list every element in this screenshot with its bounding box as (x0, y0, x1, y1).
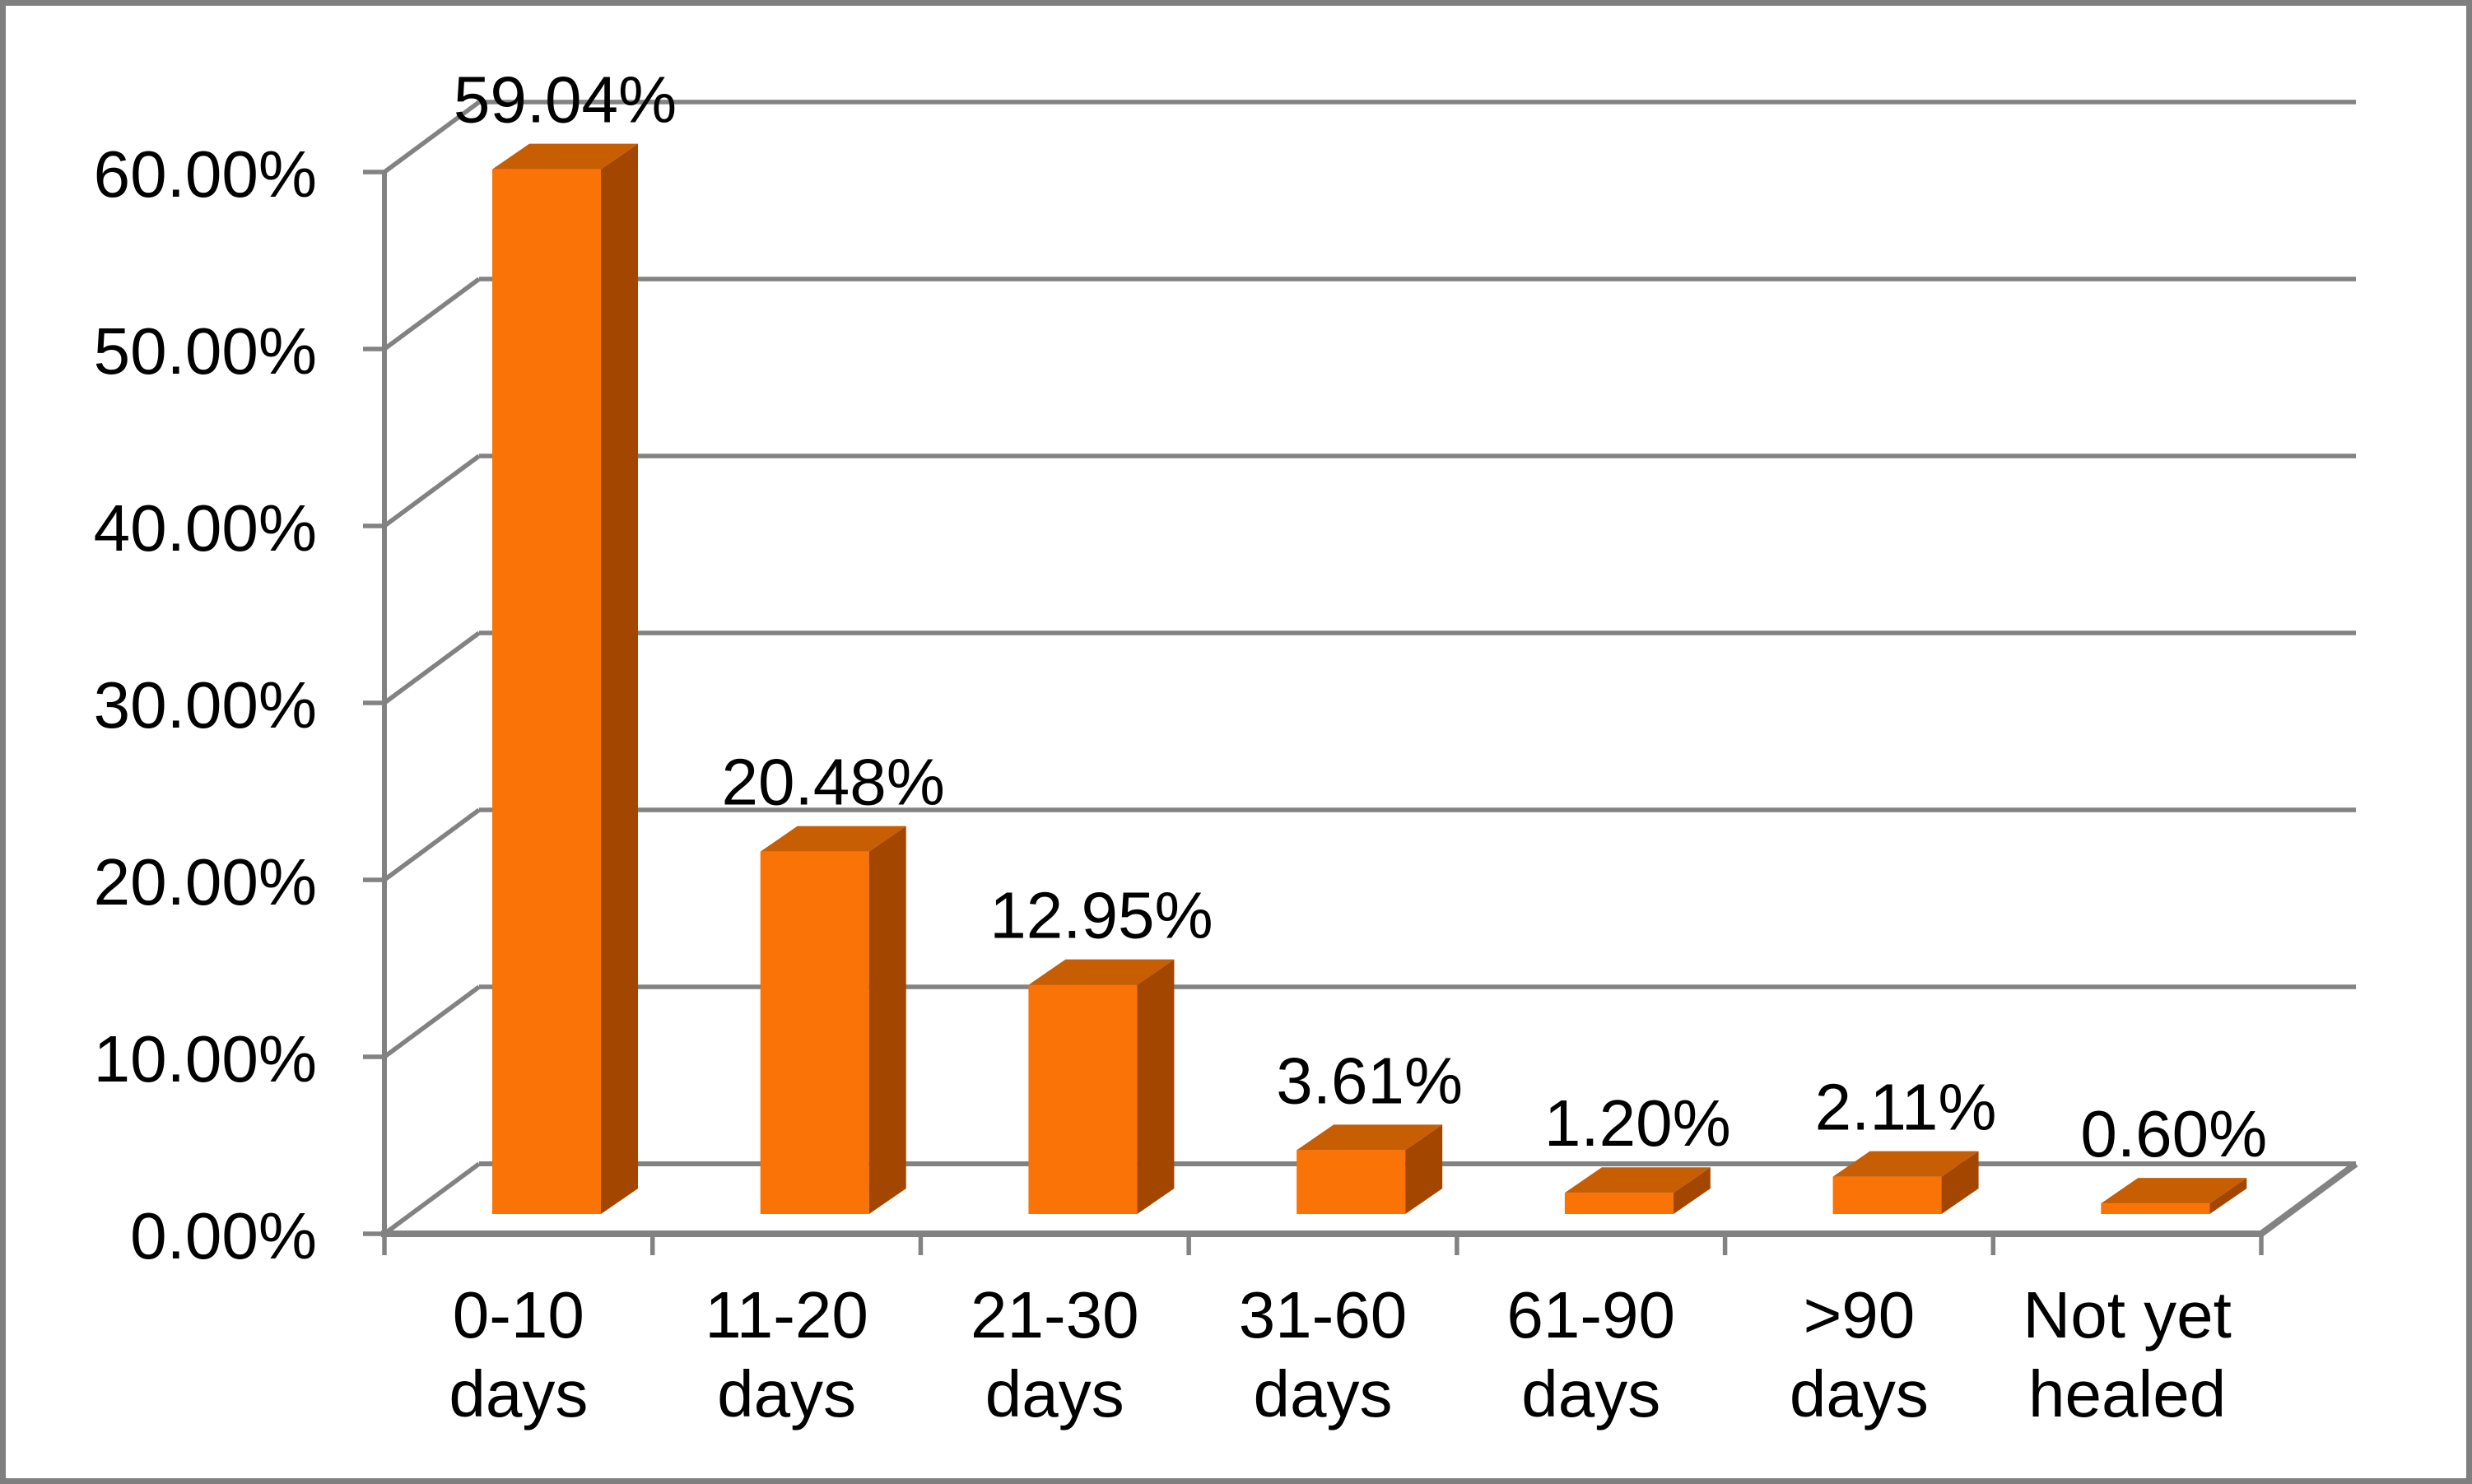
data-label: 20.48% (722, 746, 945, 819)
y-axis-tick-label: 40.00% (94, 491, 317, 565)
bar-front-face (1297, 1150, 1406, 1214)
category-label-line2: days (1790, 1357, 1929, 1431)
bar-front-face (1564, 1193, 1674, 1214)
category-label-line1: 0-10 (453, 1278, 584, 1351)
bar-0-10-days (492, 143, 638, 1214)
bar-90-days (1832, 1151, 1979, 1214)
bar-21-30-days (1028, 959, 1175, 1214)
bar-front-face (1832, 1176, 1942, 1214)
gridline-side (383, 100, 481, 174)
bar-top-face (1297, 1124, 1443, 1151)
category-label-line1: Not yet (2023, 1278, 2231, 1351)
bar-top-face (1028, 959, 1175, 985)
gridline-side (383, 807, 481, 882)
category-label-line2: days (717, 1357, 856, 1431)
floor-left-edge (383, 1161, 481, 1236)
bar-front-face (2101, 1203, 2210, 1214)
bar-61-90-days (1564, 1167, 1711, 1214)
bar-31-60-days (1297, 1124, 1443, 1214)
bar-side-face (1137, 959, 1175, 1214)
category-label-line2: days (985, 1357, 1124, 1431)
bar-top-face (492, 143, 638, 170)
category-label-line1: 61-90 (1506, 1278, 1675, 1351)
category-label-line1: 21-30 (971, 1278, 1139, 1351)
gridline-side (383, 454, 481, 528)
category-label-line1: 31-60 (1239, 1278, 1408, 1351)
bar-side-face (601, 143, 638, 1214)
category-label-line1: 11-20 (705, 1278, 868, 1351)
category-label-line2: healed (2028, 1357, 2226, 1431)
floor-right-edge (2259, 1161, 2358, 1237)
category-label-line1: >90 (1804, 1278, 1916, 1351)
data-label: 2.11% (1815, 1071, 1997, 1144)
bar-side-face (868, 826, 906, 1214)
bar-front-face (760, 851, 869, 1214)
bar-side-face (1405, 1124, 1443, 1214)
y-axis-tick-label: 50.00% (94, 314, 317, 388)
category-label-line2: days (449, 1357, 588, 1431)
gridline-side (383, 984, 481, 1059)
bar-front-face (492, 169, 601, 1214)
data-label: 12.95% (989, 879, 1213, 952)
category-label-line2: days (1521, 1357, 1660, 1431)
bar-top-face (760, 826, 906, 852)
gridline-side (383, 630, 481, 705)
y-axis-tick-label: 10.00% (94, 1022, 317, 1096)
bar-side-face (1673, 1167, 1711, 1214)
y-axis-tick-label: 0.00% (130, 1199, 317, 1272)
bar-top-face (2101, 1178, 2247, 1204)
bar-not-yet-healed (2101, 1178, 2247, 1214)
y-axis-tick-label: 60.00% (94, 137, 317, 211)
bar-side-face (2209, 1178, 2247, 1214)
bar-front-face (1028, 984, 1138, 1214)
data-label: 1.20% (1544, 1086, 1731, 1160)
bar-side-face (1941, 1151, 1979, 1214)
data-label: 0.60% (2080, 1097, 2267, 1170)
data-label: 59.04% (454, 63, 677, 137)
category-label-line2: days (1254, 1357, 1393, 1431)
bar-top-face (1564, 1167, 1711, 1193)
data-label: 3.61% (1276, 1044, 1463, 1117)
y-axis-tick-label: 20.00% (94, 845, 317, 919)
y-axis-tick-label: 30.00% (94, 668, 317, 742)
bar-top-face (1832, 1151, 1979, 1177)
gridline-side (383, 277, 481, 351)
chart-canvas: 0.00% 10.00% 20.00% 30.00% 40.00% 50.00% 60.00… (94, 63, 2358, 1431)
bar-11-20-days (760, 826, 906, 1214)
